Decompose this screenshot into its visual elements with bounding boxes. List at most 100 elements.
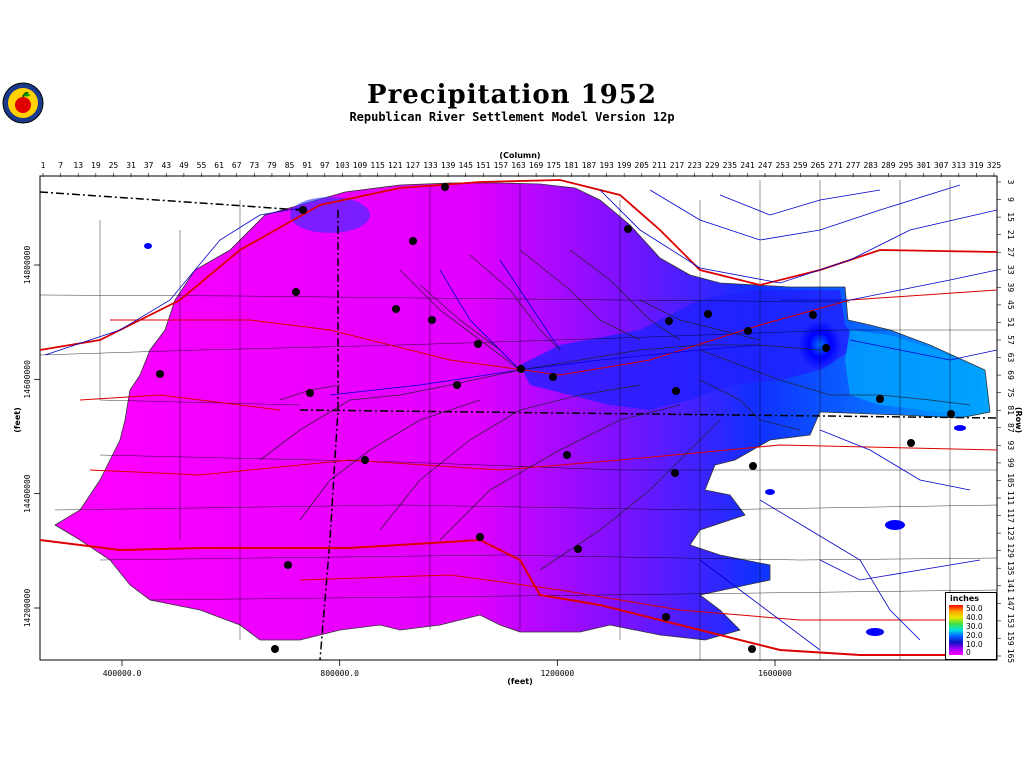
row-tick-label: 51 <box>1006 318 1015 328</box>
column-tick-label: 283 <box>863 161 878 170</box>
row-tick-label: 111 <box>1006 491 1015 506</box>
column-tick-label: 265 <box>811 161 826 170</box>
y-axis: 14800000 14600000 14400000 14200000 <box>23 246 40 627</box>
row-tick-label: 39 <box>1006 283 1015 293</box>
column-tick-label: 277 <box>846 161 861 170</box>
x-tick-label: 400000.0 <box>103 669 142 678</box>
x-tick-label: 1600000 <box>758 669 792 678</box>
row-tick-label: 21 <box>1006 230 1015 240</box>
column-tick-label: 13 <box>73 161 83 170</box>
column-tick-label: 55 <box>197 161 207 170</box>
column-tick-label: 223 <box>687 161 702 170</box>
row-tick-label: 105 <box>1006 473 1015 488</box>
legend-label: 50.0 <box>966 604 983 613</box>
wet-spot-northwest <box>290 197 370 233</box>
y-axis-title: (feet) <box>13 407 22 432</box>
column-tick-label: 289 <box>881 161 896 170</box>
row-tick-label: 9 <box>1006 197 1015 202</box>
column-tick-label: 91 <box>302 161 312 170</box>
x-axis: 400000.0 800000.0 1200000 1600000 <box>103 660 792 678</box>
column-tick-label: 133 <box>423 161 438 170</box>
legend-label: 40.0 <box>966 613 983 622</box>
column-tick-label: 121 <box>388 161 403 170</box>
row-axis-title: (Row) <box>1014 407 1023 433</box>
column-tick-label: 85 <box>285 161 295 170</box>
column-tick-label: 319 <box>969 161 984 170</box>
column-tick-label: 127 <box>406 161 421 170</box>
rivers <box>44 184 998 651</box>
column-tick-label: 157 <box>494 161 509 170</box>
column-tick-label: 115 <box>370 161 385 170</box>
column-tick-label: 181 <box>564 161 579 170</box>
column-tick-label: 199 <box>617 161 632 170</box>
row-tick-label: 45 <box>1006 300 1015 310</box>
row-tick-label: 87 <box>1006 423 1015 433</box>
column-tick-label: 175 <box>546 161 561 170</box>
column-tick-label: 163 <box>511 161 526 170</box>
column-axis: 1 7 13 19 25 31 37 43 49 55 61 67 73 79 85 91 97 103 109 11… <box>41 161 1001 177</box>
roads <box>39 179 998 656</box>
column-axis-title: (Column) <box>499 151 540 160</box>
column-tick-label: 25 <box>109 161 119 170</box>
row-tick-label: 165 <box>1006 649 1015 664</box>
map-subtitle: Republican River Settlement Model Versio… <box>349 110 675 124</box>
column-tick-label: 7 <box>58 161 63 170</box>
row-tick-label: 129 <box>1006 543 1015 558</box>
column-tick-label: 229 <box>705 161 720 170</box>
legend-label: 0 <box>966 648 971 657</box>
row-tick-label: 135 <box>1006 561 1015 576</box>
column-tick-label: 259 <box>793 161 808 170</box>
y-tick-label: 14400000 <box>23 474 32 513</box>
column-tick-label: 295 <box>899 161 914 170</box>
column-tick-label: 79 <box>267 161 277 170</box>
column-tick-label: 169 <box>529 161 544 170</box>
column-tick-label: 271 <box>828 161 843 170</box>
column-tick-label: 67 <box>232 161 242 170</box>
y-tick-label: 14600000 <box>23 360 32 399</box>
row-tick-label: 141 <box>1006 579 1015 594</box>
x-tick-label: 800000.0 <box>320 669 359 678</box>
column-tick-label: 97 <box>320 161 330 170</box>
column-tick-label: 139 <box>441 161 456 170</box>
row-tick-label: 63 <box>1006 353 1015 363</box>
column-tick-label: 235 <box>723 161 738 170</box>
legend-label: 30.0 <box>966 622 983 631</box>
row-tick-label: 93 <box>1006 441 1015 451</box>
station-markers <box>156 183 955 653</box>
column-tick-label: 313 <box>952 161 967 170</box>
column-tick-label: 145 <box>458 161 473 170</box>
lakes <box>144 243 966 636</box>
column-tick-label: 187 <box>582 161 597 170</box>
row-axis: 3915212733394551576369758187939910511111… <box>997 180 1015 664</box>
legend-title: inches <box>950 594 980 603</box>
row-tick-label: 99 <box>1006 458 1015 468</box>
column-tick-label: 193 <box>599 161 614 170</box>
legend-label: 10.0 <box>966 640 983 649</box>
row-tick-label: 57 <box>1006 335 1015 345</box>
row-tick-label: 159 <box>1006 631 1015 646</box>
column-tick-label: 241 <box>740 161 755 170</box>
state-boundaries <box>39 191 998 661</box>
row-tick-label: 117 <box>1006 508 1015 523</box>
apple-seal-logo <box>2 82 44 124</box>
column-tick-label: 37 <box>144 161 154 170</box>
column-tick-label: 103 <box>335 161 350 170</box>
row-tick-label: 153 <box>1006 614 1015 629</box>
x-axis-title: (feet) <box>507 677 532 686</box>
row-tick-label: 3 <box>1006 180 1015 185</box>
column-tick-label: 301 <box>916 161 931 170</box>
map-title: Precipitation 1952 <box>367 80 657 110</box>
column-tick-label: 73 <box>250 161 260 170</box>
row-tick-label: 147 <box>1006 596 1015 611</box>
row-tick-label: 33 <box>1006 265 1015 275</box>
column-tick-label: 253 <box>775 161 790 170</box>
column-tick-label: 31 <box>126 161 136 170</box>
row-tick-label: 123 <box>1006 526 1015 541</box>
column-tick-label: 109 <box>353 161 368 170</box>
column-tick-label: 307 <box>934 161 949 170</box>
county-lines <box>39 180 998 660</box>
legend-color-bar <box>949 605 963 655</box>
column-tick-label: 151 <box>476 161 491 170</box>
legend-label: 20.0 <box>966 631 983 640</box>
